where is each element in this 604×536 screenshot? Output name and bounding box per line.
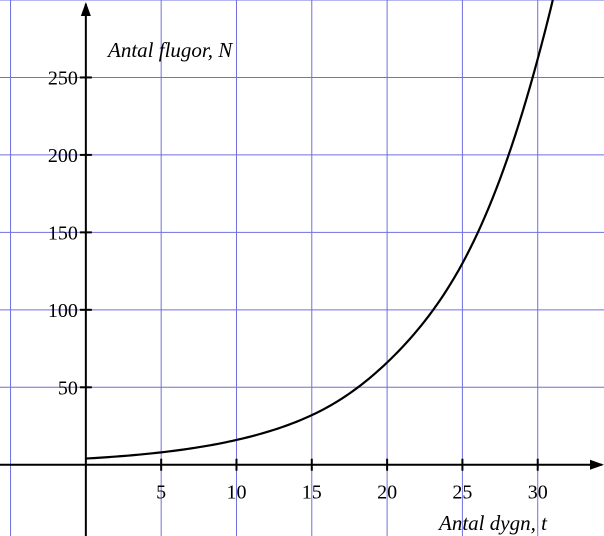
x-tick-label-25: 25 xyxy=(452,482,472,504)
x-axis-arrow xyxy=(590,459,604,470)
y-tick-label-150: 150 xyxy=(48,222,78,244)
y-tick-label-50: 50 xyxy=(58,377,78,399)
y-axis-title: Antal flugor, N xyxy=(106,38,233,62)
y-tick-label-100: 100 xyxy=(48,300,78,322)
tick-labels: 5 10 15 20 25 30 50 100 150 200 250 xyxy=(48,67,548,503)
x-tick-label-30: 30 xyxy=(528,482,548,504)
y-tick-label-250: 250 xyxy=(48,67,78,89)
x-tick-label-10: 10 xyxy=(226,482,246,504)
x-tick-label-5: 5 xyxy=(156,482,166,504)
series-line-0 xyxy=(85,0,554,460)
y-axis-arrow xyxy=(80,2,91,16)
x-tick-label-20: 20 xyxy=(377,482,397,504)
x-tick-label-15: 15 xyxy=(302,482,322,504)
curve-layer xyxy=(85,0,554,460)
y-tick-label-200: 200 xyxy=(48,145,78,167)
x-axis-title: Antal dygn, t xyxy=(437,511,548,535)
